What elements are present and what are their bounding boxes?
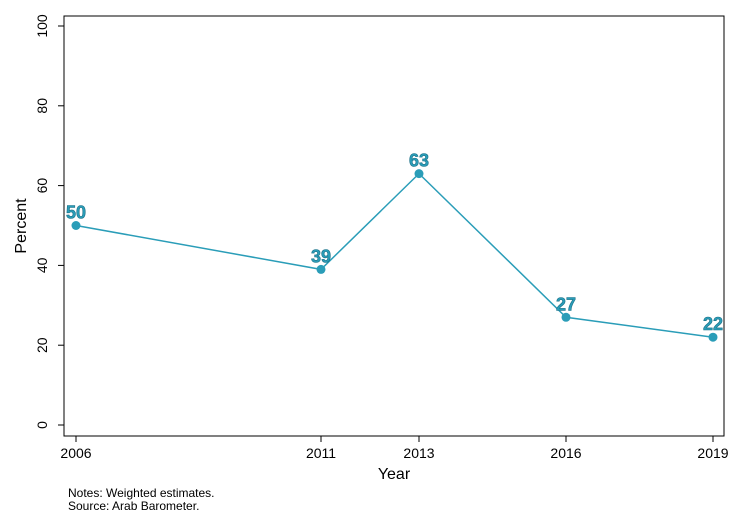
x-tick-label: 2011 xyxy=(306,445,336,461)
data-point xyxy=(414,169,424,179)
source-line: Source: Arab Barometer. xyxy=(68,499,200,513)
y-tick-label: 60 xyxy=(34,178,50,194)
data-point xyxy=(708,332,718,342)
data-label: 27 xyxy=(556,294,576,314)
data-point xyxy=(316,264,326,274)
series-group: 50 39 63 27 22 xyxy=(66,150,723,342)
data-point xyxy=(561,312,571,322)
y-axis: 0 20 40 60 80 100 xyxy=(34,14,64,429)
y-tick-label: 40 xyxy=(34,257,50,273)
series-line xyxy=(75,172,714,338)
y-tick-label: 100 xyxy=(34,14,50,38)
line-chart: 0 20 40 60 80 100 2006 2011 2013 2016 2019 50 39 63… xyxy=(13,14,729,480)
notes-line: Notes: Weighted estimates. xyxy=(68,486,215,500)
data-point xyxy=(71,221,81,230)
y-tick-label: 80 xyxy=(34,98,50,114)
plot-frame xyxy=(63,15,725,437)
x-axis: 2006 2011 2013 2016 2019 xyxy=(60,436,729,461)
x-tick-label: 2013 xyxy=(403,445,434,461)
y-tick-label: 20 xyxy=(34,337,50,353)
y-axis-title: Percent xyxy=(13,198,30,254)
data-label: 39 xyxy=(311,246,331,266)
y-tick-label: 0 xyxy=(34,421,50,429)
x-tick-label: 2006 xyxy=(60,445,91,461)
data-label: 63 xyxy=(409,151,429,171)
x-tick-label: 2016 xyxy=(550,445,581,461)
data-label: 22 xyxy=(703,314,723,334)
x-axis-title: Year xyxy=(378,466,411,480)
x-tick-label: 2019 xyxy=(697,445,728,461)
data-label: 50 xyxy=(66,203,86,223)
chart-notes: Notes: Weighted estimates. Source: Arab … xyxy=(68,487,215,513)
